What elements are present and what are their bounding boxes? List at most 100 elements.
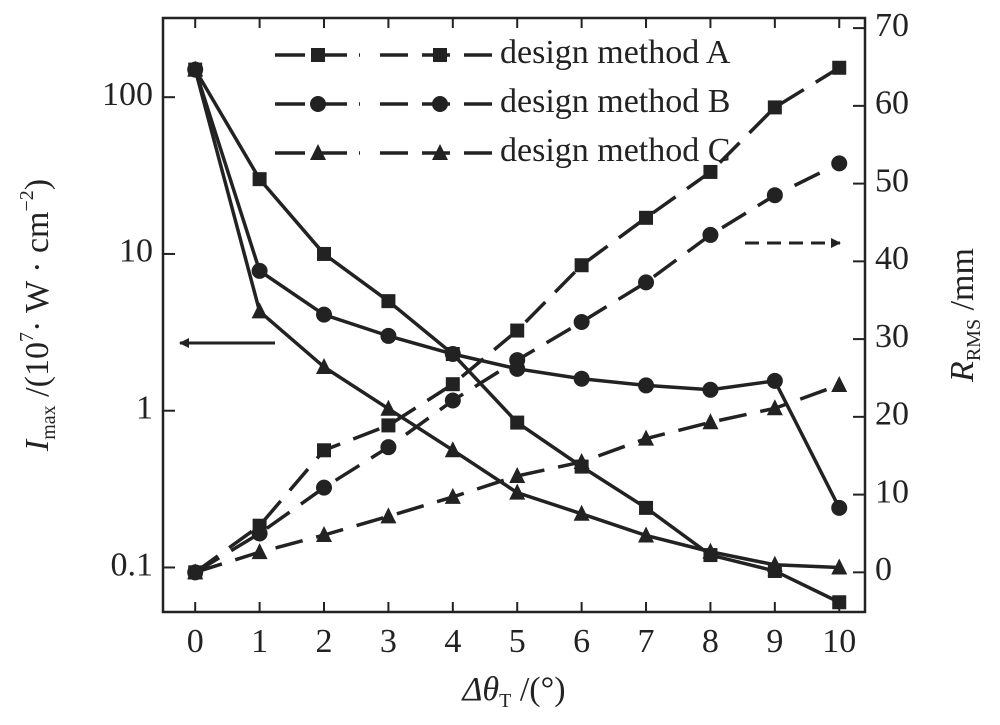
marker (766, 399, 783, 416)
x-tick-label: 0 (187, 623, 204, 660)
marker (767, 100, 782, 115)
marker (703, 164, 718, 179)
marker (381, 294, 396, 309)
x-tick-label: 7 (638, 623, 655, 660)
marker (316, 306, 333, 323)
y-label-symbol: I (19, 438, 56, 452)
x-tick-label: 5 (509, 623, 526, 660)
y-tick-label: 100 (102, 76, 153, 113)
marker (702, 226, 719, 243)
marker (766, 555, 783, 572)
marker (702, 542, 719, 559)
marker (639, 500, 654, 515)
marker (509, 466, 526, 483)
marker (317, 443, 332, 458)
y2-label-unit: /mm (944, 248, 981, 319)
plot-frame (161, 16, 867, 614)
y-axis-label: Imax /(107· W · cm−2) (16, 179, 60, 452)
y2-tick-label: 30 (875, 318, 909, 355)
x-tick-label: 4 (444, 623, 461, 660)
y2-tick-label: 0 (875, 551, 892, 588)
y-label-superscript: −2 (16, 190, 38, 211)
rms-line (194, 66, 841, 574)
marker (316, 358, 333, 375)
marker (638, 377, 655, 394)
marker (317, 246, 332, 261)
marker (510, 415, 525, 430)
marker (381, 418, 396, 433)
marker (639, 210, 654, 225)
y2-label-subscript: RMS (963, 319, 985, 361)
y2-tick-label: 60 (875, 85, 909, 122)
y2-tick-label: 70 (875, 7, 909, 44)
x-label-symbol: Δθ (460, 671, 499, 708)
y2-tick-label: 10 (875, 473, 909, 510)
marker (187, 60, 204, 77)
marker (380, 399, 397, 416)
legend-label: design method A (500, 34, 731, 71)
marker (831, 155, 848, 172)
y2-tick-label: 40 (875, 240, 909, 277)
marker (638, 429, 655, 446)
marker (509, 483, 526, 500)
x-label-subscript: T (499, 690, 511, 712)
y-label-unit: /(10 (19, 342, 56, 405)
marker (251, 525, 268, 542)
marker (444, 392, 461, 409)
marker (311, 48, 325, 62)
marker (252, 172, 267, 187)
x-tick-label: 9 (766, 623, 783, 660)
marker (510, 323, 525, 338)
marker (316, 526, 333, 543)
marker (509, 352, 526, 369)
marker (316, 479, 333, 496)
marker (444, 487, 461, 504)
y-tick-label: 10 (119, 233, 153, 270)
marker (831, 558, 848, 575)
x-axis-label: ΔθT /(°) (460, 671, 565, 712)
marker (574, 258, 589, 273)
y-label-subscript: max (38, 405, 60, 439)
marker (251, 543, 268, 560)
y-tick-label: 1 (136, 390, 153, 427)
marker (380, 327, 397, 344)
marker (766, 187, 783, 204)
y-label-superscript: 7 (16, 332, 38, 342)
x-tick-label: 1 (251, 623, 268, 660)
legend-label: design method C (500, 132, 730, 169)
y2-label-symbol: R (944, 361, 981, 383)
marker (638, 274, 655, 291)
y2-tick-label: 20 (875, 396, 909, 433)
marker (638, 526, 655, 543)
marker (831, 375, 848, 392)
x-tick-label: 3 (380, 623, 397, 660)
x-tick-label: 10 (822, 623, 856, 660)
marker (702, 381, 719, 398)
marker (432, 144, 448, 160)
x-tick-label: 8 (702, 623, 719, 660)
marker (432, 96, 448, 112)
marker (702, 413, 719, 430)
marker (380, 439, 397, 456)
marker (433, 48, 447, 62)
marker (444, 346, 461, 363)
marker (187, 563, 204, 580)
marker (832, 60, 847, 75)
marker (832, 595, 847, 610)
x-tick-label: 2 (316, 623, 333, 660)
legend-label: design method B (500, 83, 730, 120)
y-label-unit: ) (19, 179, 56, 190)
marker (380, 507, 397, 524)
marker (766, 372, 783, 389)
marker (573, 313, 590, 330)
x-label-unit: /(°) (511, 671, 565, 708)
y2-tick-label: 50 (875, 162, 909, 199)
marker (445, 377, 460, 392)
y-label-unit: · W · cm (19, 212, 56, 333)
marker (310, 144, 326, 160)
y-tick-label: 0.1 (111, 546, 154, 583)
marker (831, 499, 848, 516)
marker (310, 96, 326, 112)
marker (573, 452, 590, 469)
